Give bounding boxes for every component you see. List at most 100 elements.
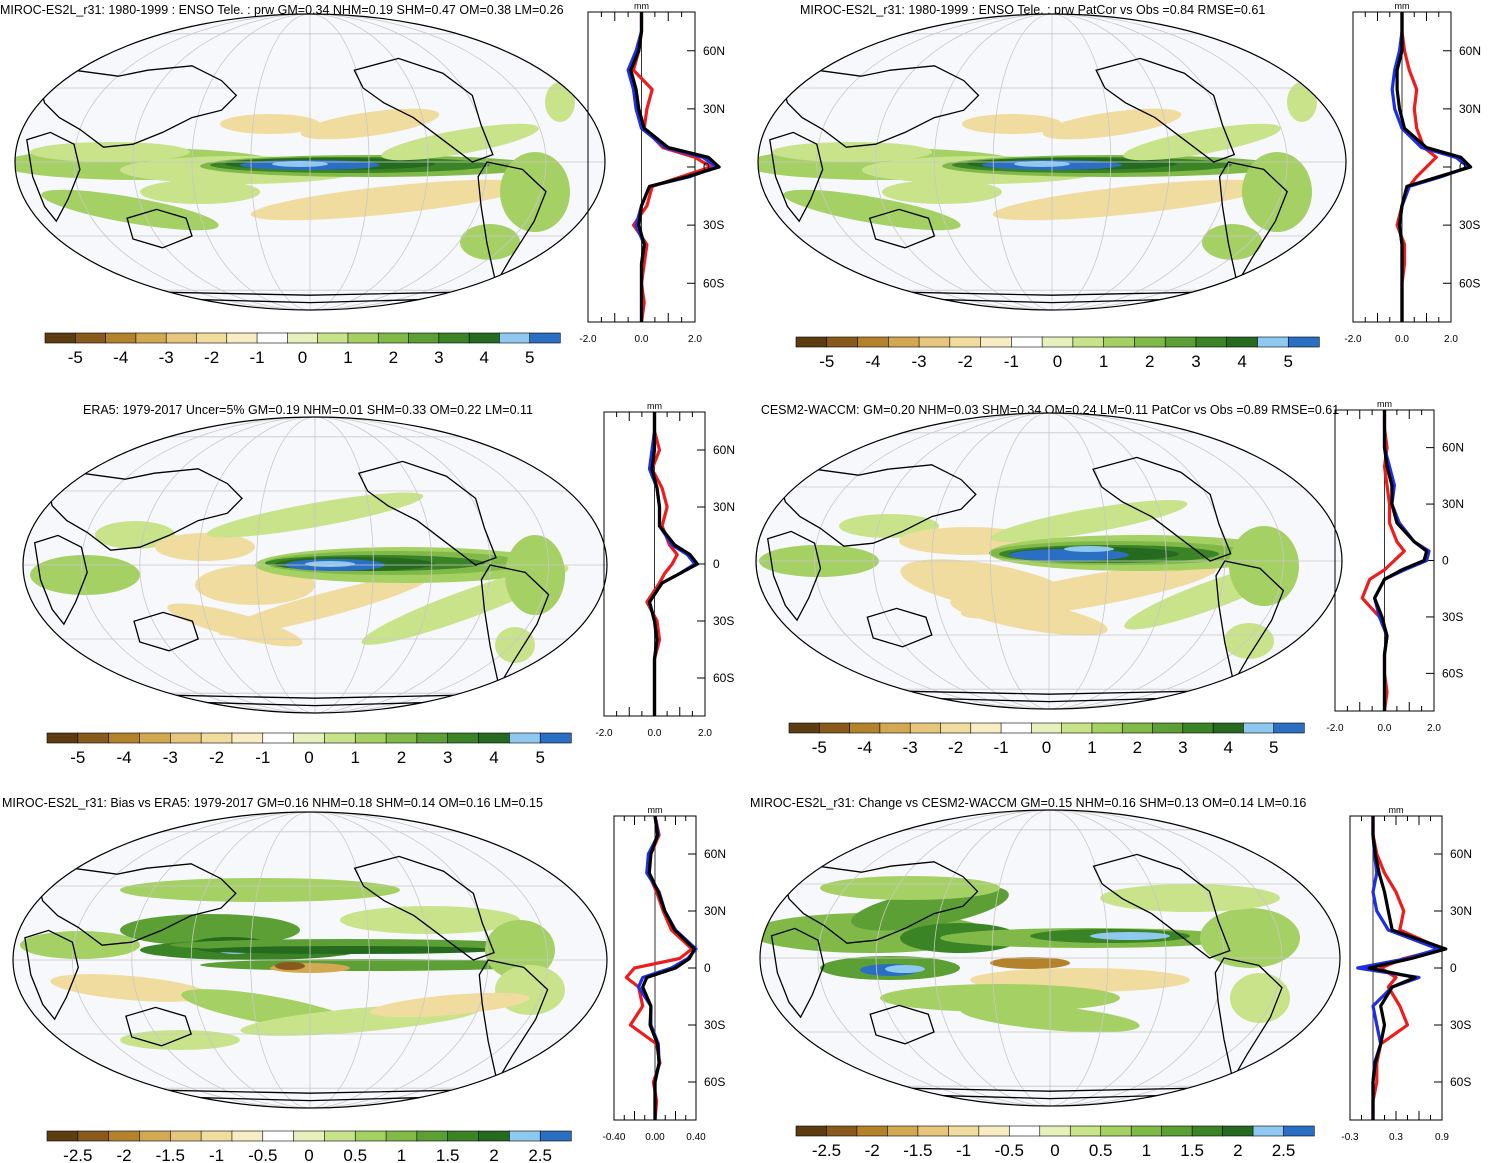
colorbar-swatch	[262, 732, 295, 744]
colorbar: -2.5 -2 -1.5 -1 -0.5 0 0.5 1 1.5 2 2.5	[795, 1125, 1315, 1160]
anomaly-contour	[275, 962, 305, 970]
longitude-line	[250, 14, 370, 310]
colorbar-label: -2	[865, 1141, 880, 1160]
anomaly-contour	[300, 108, 440, 140]
colorbar-swatch	[1273, 722, 1305, 734]
coastline	[480, 564, 550, 689]
coastline	[770, 927, 825, 1019]
x-tick-label: 0.00	[645, 1132, 665, 1143]
anomaly-contour	[885, 965, 925, 973]
coastline	[766, 530, 822, 622]
anomaly-contour	[962, 114, 1062, 134]
colorbar-label: 2	[389, 348, 398, 367]
anomaly-contour	[960, 563, 1218, 619]
anomaly-contour	[545, 82, 575, 122]
y-tick-label: 60N	[1450, 847, 1472, 861]
colorbar-label: 1	[343, 348, 352, 367]
anomaly-contour	[20, 931, 140, 959]
anomaly-contour	[95, 521, 175, 549]
colorbar-label: 4	[489, 748, 498, 767]
colorbar-label: 5	[525, 348, 534, 367]
coastline	[1092, 853, 1231, 959]
colorbar-swatch	[293, 732, 326, 744]
y-tick-label: 30N	[703, 102, 725, 116]
colorbar-label: 4	[1224, 738, 1233, 757]
colorbar-swatch	[46, 732, 79, 744]
colorbar-swatch	[849, 722, 881, 734]
map-border	[12, 811, 608, 1109]
coastline	[24, 929, 79, 1021]
colorbar-swatch	[887, 336, 920, 348]
colorbar-swatch	[293, 1130, 326, 1142]
colorbar-swatch	[1103, 336, 1136, 348]
profile-line-1	[624, 815, 694, 1121]
coastline	[357, 460, 497, 566]
colorbar: -5 -4 -3 -2 -1 0 1 2 3 4 5	[788, 722, 1305, 757]
colorbar-label: 1	[1087, 738, 1096, 757]
anomaly-contour	[1064, 546, 1114, 552]
colorbar-label: 5	[1269, 738, 1278, 757]
profile-unit: mm	[648, 805, 663, 815]
colorbar-label: 0	[1050, 1141, 1059, 1160]
x-tick-label: -2.0	[595, 728, 613, 739]
anomaly-contour	[155, 533, 255, 561]
coastline	[1214, 957, 1283, 1082]
panel-1: MIROC-ES2L_r31: 1980-1999 : ENSO Tele. :…	[0, 1, 725, 367]
colorbar-swatch	[826, 336, 859, 348]
y-tick-label: 60S	[703, 276, 724, 290]
colorbar-swatch	[231, 732, 264, 744]
colorbar-swatch	[1243, 722, 1275, 734]
y-tick-label: 30N	[1442, 497, 1464, 511]
colorbar-label: -1.5	[903, 1141, 932, 1160]
colorbar-swatch	[1191, 1125, 1224, 1137]
colorbar-label: 3	[434, 348, 443, 367]
coastline	[126, 208, 193, 249]
colorbar-swatch	[795, 1125, 828, 1137]
colorbar-label: 3	[1178, 738, 1187, 757]
colorbar-swatch	[347, 332, 379, 344]
colorbar-swatch	[1072, 336, 1105, 348]
colorbar-label: 0	[304, 748, 313, 767]
colorbar-swatch	[447, 1130, 480, 1142]
colorbar-swatch	[1287, 336, 1320, 348]
colorbar-swatch	[287, 332, 319, 344]
coastline	[1215, 560, 1285, 685]
colorbar: -2.5 -2 -1.5 -1 -0.5 0 0.5 1 1.5 2 2.5	[46, 1130, 572, 1163]
colorbar-label: -2	[958, 352, 973, 371]
panel-title: MIROC-ES2L_r31: Change vs CESM2-WACCM GM…	[750, 796, 1306, 810]
colorbar-swatch	[262, 1130, 295, 1142]
y-tick-label: 60N	[713, 443, 735, 457]
y-tick-label: 30S	[704, 1018, 725, 1032]
zonal-profile: mm -2.0 0.0 2.0 60N 30N 0 30S 60S	[1326, 399, 1464, 734]
colorbar-label: 3	[443, 748, 452, 767]
colorbar-swatch	[949, 336, 982, 348]
anomaly-contour	[120, 1030, 240, 1050]
anomaly-contour	[460, 224, 520, 260]
world-map	[757, 13, 1347, 311]
y-tick-label: 0	[1450, 961, 1457, 975]
profile-line-1	[631, 12, 713, 323]
colorbar-swatch	[788, 722, 820, 734]
colorbar-swatch	[1182, 722, 1214, 734]
x-tick-label: 2.0	[698, 728, 712, 739]
y-tick-label: 60N	[1442, 441, 1464, 455]
coastline	[133, 611, 200, 652]
anomaly-contour	[1100, 884, 1280, 912]
colorbar-label: -2.5	[812, 1141, 841, 1160]
longitude-line	[71, 812, 549, 1108]
coastline	[45, 468, 243, 551]
x-tick-label: -2.0	[579, 334, 597, 345]
colorbar-swatch	[478, 732, 510, 744]
coastline	[33, 534, 88, 626]
colorbar-swatch	[169, 1130, 202, 1142]
anomaly-contour	[250, 179, 530, 221]
colorbar-swatch	[1283, 1125, 1315, 1137]
coastlines	[24, 855, 549, 1102]
y-tick-label: 30N	[1459, 102, 1481, 116]
anomaly-contour	[839, 514, 939, 538]
colorbar-swatch	[377, 332, 410, 344]
colorbar-label: -1	[249, 348, 264, 367]
map-border	[22, 416, 608, 714]
colorbar-swatch	[1134, 336, 1166, 348]
